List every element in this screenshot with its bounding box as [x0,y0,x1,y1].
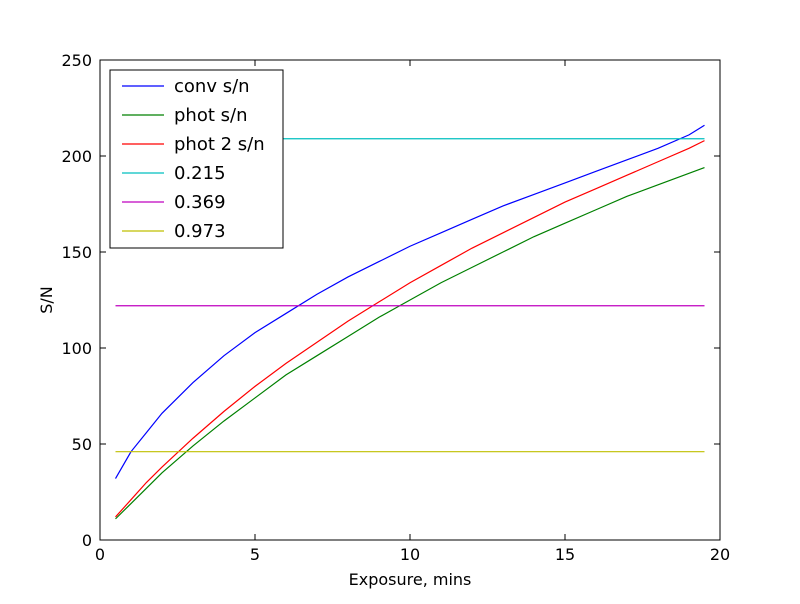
y-tick-label: 150 [61,243,92,262]
legend-entry: 0.215 [174,163,226,184]
x-tick-label: 0 [95,545,105,564]
y-tick-label: 0 [82,531,92,550]
legend-entry: phot 2 s/n [174,134,265,155]
y-tick-label: 250 [61,51,92,70]
series-line-phot-s-n [115,166,705,520]
x-tick-label: 10 [400,545,420,564]
legend-entry: phot s/n [174,105,247,126]
y-tick-label: 50 [72,435,92,454]
legend-entry: conv s/n [174,76,250,97]
x-axis-label: Exposure, mins [349,570,472,589]
x-tick-label: 15 [555,545,575,564]
legend-entry: 0.369 [174,192,226,213]
y-tick-label: 100 [61,339,92,358]
legend-entry: 0.973 [174,221,226,242]
legend-box [109,69,284,249]
y-tick-label: 200 [61,147,92,166]
legend: conv s/n phot s/n phot 2 s/n 0.215 0.369 0.97… [109,69,284,249]
series-line-phot-2-s-n [115,140,705,518]
series-line-conv-s-n [114,124,705,479]
x-tick-label: 20 [710,545,730,564]
x-tick-label: 5 [250,545,260,564]
y-axis-label: S/N [37,286,56,314]
